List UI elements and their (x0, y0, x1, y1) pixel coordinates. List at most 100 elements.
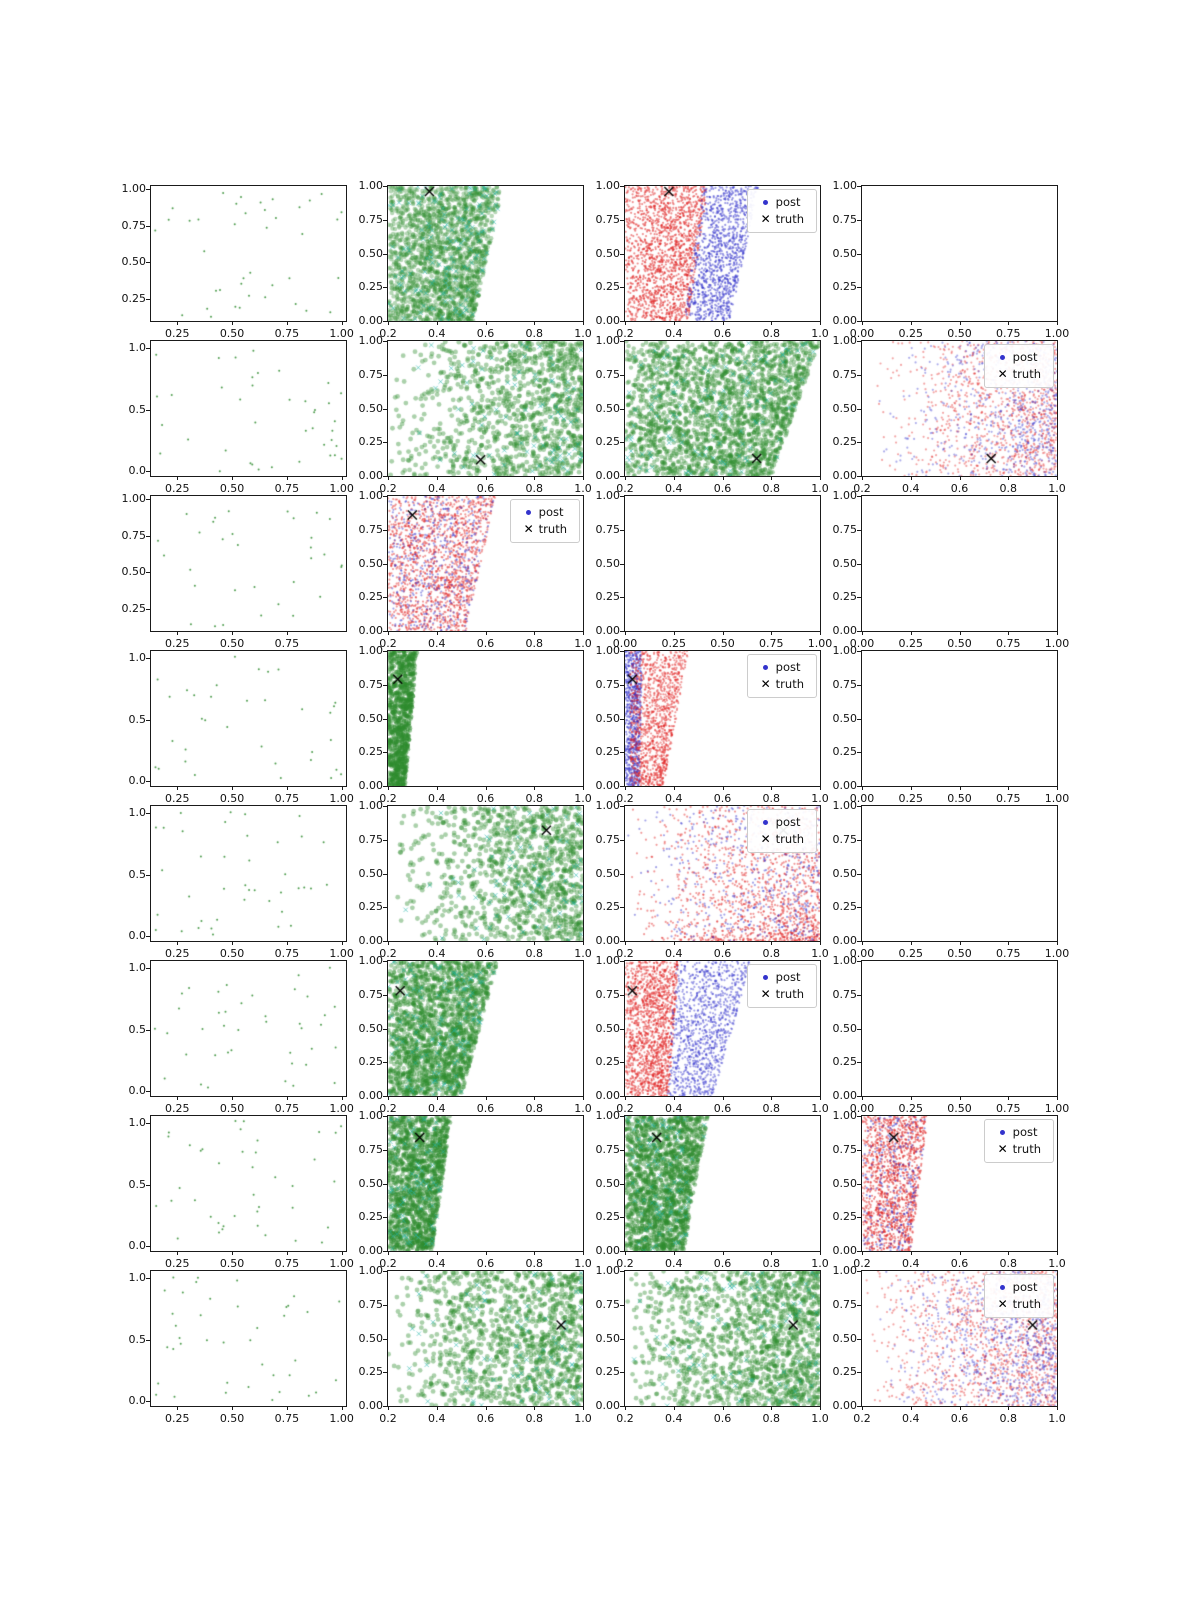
subplot-r2c1: 0.25 0.50 0.75 1.00 0.0 0.5 1.0 (129, 340, 354, 495)
x-tick-label: 0.6 (476, 792, 495, 805)
y-tick-mark (620, 1372, 624, 1374)
y-tick-mark (383, 1096, 387, 1097)
post-marker-icon (763, 200, 769, 205)
y-tick-mark (383, 1372, 387, 1374)
y-tick-label: 1.00 (595, 644, 621, 657)
scatter-canvas (151, 651, 346, 786)
x-tick-label: 0.2 (379, 482, 397, 495)
x-tick-label: 0.8 (525, 482, 544, 495)
x-tick-label: 0.00 (849, 947, 875, 960)
legend: post ✕ truth (983, 344, 1054, 388)
y-tick-mark (857, 786, 861, 787)
y-tick-mark (857, 1062, 861, 1064)
x-tick-mark (959, 786, 961, 790)
subplot-r6c4: 0.00 0.25 0.50 0.75 1.00 0.00 0.25 0.50 0.75 1.00 (833, 954, 1070, 1115)
subplot-r1c3: 0.2 0.4 0.6 0.8 1.0 0.00 0.25 0.50 0.75 1.00 post ✕… (596, 179, 829, 340)
y-tick-label: 0.00 (358, 779, 384, 792)
y-tick-label: 0.75 (832, 522, 858, 536)
x-tick-label: 1.0 (1048, 1412, 1066, 1425)
x-tick-label: 1.00 (329, 947, 354, 960)
y-tick-label: 0.75 (358, 1297, 384, 1311)
x-tick-mark (388, 631, 389, 635)
y-tick-mark (620, 684, 624, 686)
y-tick-mark (383, 1304, 387, 1306)
x-tick-label: 1.0 (1048, 482, 1066, 495)
y-tick-mark (146, 1339, 150, 1341)
x-tick-label: 0.4 (428, 637, 446, 650)
y-tick-mark (857, 476, 861, 477)
y-tick-mark (620, 476, 624, 477)
x-tick-mark (286, 631, 288, 635)
y-tick-label: 0.00 (595, 314, 621, 327)
y-tick-mark (620, 1406, 624, 1407)
x-tick-mark (534, 631, 536, 635)
legend-truth-row: ✕ truth (519, 521, 567, 538)
y-tick-mark (857, 253, 861, 255)
y-tick-label: 0.5 (128, 1332, 147, 1346)
scatter-canvas (151, 961, 346, 1096)
post-marker-icon (1000, 1130, 1006, 1135)
x-tick-label: 0.50 (710, 637, 735, 650)
x-tick-label: 0.4 (665, 1257, 683, 1270)
x-tick-label: 0.4 (665, 1412, 683, 1425)
x-tick-mark (862, 1096, 863, 1100)
x-tick-label: 0.6 (950, 1257, 969, 1270)
y-tick-label: 0.25 (358, 280, 384, 294)
x-tick-label: 0.8 (525, 327, 544, 340)
x-tick-mark (910, 1251, 912, 1255)
x-tick-mark (862, 631, 863, 635)
y-tick-label: 0.75 (832, 832, 858, 846)
x-tick-label: 0.75 (996, 1102, 1021, 1115)
subplot-r3c4: 0.00 0.25 0.50 0.75 1.00 0.00 0.25 0.50 0.75 1.00 (833, 489, 1070, 650)
x-tick-mark (862, 1251, 863, 1255)
y-tick-label: 0.00 (832, 1244, 858, 1257)
y-tick-label: 0.00 (358, 314, 384, 327)
y-tick-mark (857, 651, 861, 652)
legend-post-label: post (538, 505, 564, 519)
scatter-canvas (151, 496, 346, 631)
y-tick-mark (383, 1217, 387, 1219)
x-tick-mark (673, 1406, 675, 1410)
legend-truth-row: ✕ truth (993, 1141, 1041, 1158)
truth-marker-icon: ✕ (997, 367, 1008, 381)
y-tick-label: 0.25 (358, 1055, 384, 1069)
x-tick-label: 0.2 (616, 1412, 634, 1425)
x-tick-mark (436, 1096, 438, 1100)
x-tick-mark (177, 1096, 179, 1100)
x-tick-mark (286, 1406, 288, 1410)
x-tick-mark (286, 1096, 288, 1100)
y-tick-mark (620, 563, 624, 565)
x-tick-label: 0.25 (165, 1257, 190, 1270)
x-tick-mark (771, 321, 773, 325)
x-tick-mark (388, 941, 389, 945)
subplot-r7c2: 0.2 0.4 0.6 0.8 1.0 0.00 0.25 0.50 0.75 1.00 (359, 1109, 592, 1270)
y-tick-mark (620, 631, 624, 632)
y-tick-label: 0.50 (832, 401, 858, 415)
y-tick-label: 0.75 (595, 522, 621, 536)
x-tick-mark (1057, 321, 1058, 325)
x-tick-mark (388, 786, 389, 790)
y-tick-label: 0.75 (358, 367, 384, 381)
legend-truth-label: truth (775, 677, 804, 691)
x-tick-mark (820, 1096, 821, 1100)
subplot-r3c2: 0.2 0.4 0.6 0.8 1.0 0.00 0.25 0.50 0.75 1.00 post ✕… (359, 489, 592, 650)
x-tick-mark (177, 1251, 179, 1255)
y-tick-label: 1.00 (595, 954, 621, 967)
x-tick-mark (862, 321, 863, 325)
y-tick-mark (857, 1304, 861, 1306)
scatter-canvas (151, 1271, 346, 1406)
y-tick-mark (857, 941, 861, 942)
y-tick-mark (146, 1278, 150, 1280)
x-tick-label: 0.2 (379, 1102, 397, 1115)
legend-truth-label: truth (775, 212, 804, 226)
x-tick-mark (232, 476, 234, 480)
x-tick-label: 0.25 (898, 792, 924, 805)
y-tick-label: 0.75 (121, 218, 147, 232)
x-tick-mark (341, 941, 343, 945)
y-tick-label: 1.00 (358, 799, 384, 812)
y-tick-label: 0.25 (358, 745, 384, 759)
subplot-r8c4: 0.2 0.4 0.6 0.8 1.0 0.00 0.25 0.50 0.75 1.00 post ✕… (833, 1264, 1066, 1425)
subplot-r7c1: 0.25 0.50 0.75 1.00 0.0 0.5 1.0 (129, 1115, 354, 1270)
y-tick-mark (383, 1062, 387, 1064)
y-tick-label: 0.50 (358, 556, 384, 570)
